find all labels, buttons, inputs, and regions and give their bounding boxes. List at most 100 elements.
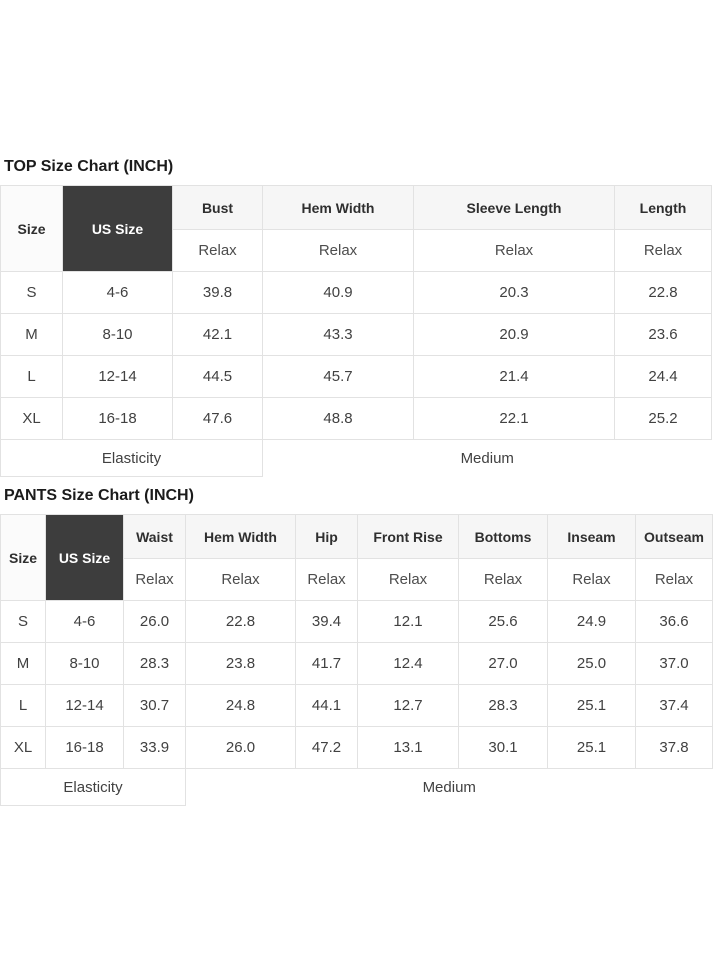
table-row: M 8-10 42.1 43.3 20.9 23.6 xyxy=(0,313,712,356)
value-cell: 43.3 xyxy=(262,313,414,356)
value-cell: 22.8 xyxy=(185,600,296,643)
value-cell: 22.8 xyxy=(614,271,712,314)
value-cell: 27.0 xyxy=(458,642,548,685)
top-header-row: Size US Size Bust Hem Width Sleeve Lengt… xyxy=(0,185,712,272)
elasticity-value-cell: Medium xyxy=(262,439,712,477)
table-row: S 4-6 39.8 40.9 20.3 22.8 xyxy=(0,271,712,314)
top-column-header-hem-width: Hem Width xyxy=(262,185,414,230)
top-column-header-size: Size xyxy=(0,185,63,272)
value-cell: 12.1 xyxy=(357,600,459,643)
top-column-header-length: Length xyxy=(614,185,712,230)
value-cell: 25.1 xyxy=(547,684,636,727)
value-cell: 48.8 xyxy=(262,397,414,440)
value-cell: 25.1 xyxy=(547,726,636,769)
pants-header-row: Size US Size Waist Hem Width Hip Front R… xyxy=(0,514,713,601)
table-row: XL 16-18 47.6 48.8 22.1 25.2 xyxy=(0,397,712,440)
us-size-cell: 16-18 xyxy=(45,726,124,769)
us-size-cell: 12-14 xyxy=(45,684,124,727)
fit-cell: Relax xyxy=(547,558,636,601)
fit-cell: Relax xyxy=(262,229,414,272)
elasticity-label-cell: Elasticity xyxy=(0,439,263,477)
value-cell: 28.3 xyxy=(123,642,186,685)
pants-column-header-size: Size xyxy=(0,514,46,601)
top-chart-title: TOP Size Chart (INCH) xyxy=(4,158,174,175)
size-cell: XL xyxy=(0,397,63,440)
value-cell: 20.3 xyxy=(413,271,615,314)
pants-column-header-waist: Waist xyxy=(123,514,186,559)
pants-column-header-outseam: Outseam xyxy=(635,514,713,559)
us-size-cell: 12-14 xyxy=(62,355,173,398)
table-row: L 12-14 44.5 45.7 21.4 24.4 xyxy=(0,355,712,398)
top-size-table: Size US Size Bust Hem Width Sleeve Lengt… xyxy=(0,185,712,477)
value-cell: 47.6 xyxy=(172,397,263,440)
value-cell: 37.0 xyxy=(635,642,713,685)
pants-column-header-inseam: Inseam xyxy=(547,514,636,559)
value-cell: 23.6 xyxy=(614,313,712,356)
value-cell: 25.2 xyxy=(614,397,712,440)
top-fit-row: Relax Relax Relax Relax xyxy=(1,229,712,272)
pants-size-table: Size US Size Waist Hem Width Hip Front R… xyxy=(0,514,713,806)
value-cell: 23.8 xyxy=(185,642,296,685)
table-row: M 8-10 28.3 23.8 41.7 12.4 27.0 25.0 37.… xyxy=(0,642,713,685)
pants-column-header-us-size: US Size xyxy=(45,514,124,601)
value-cell: 26.0 xyxy=(185,726,296,769)
value-cell: 25.0 xyxy=(547,642,636,685)
value-cell: 47.2 xyxy=(295,726,358,769)
size-cell: L xyxy=(0,684,46,727)
value-cell: 22.1 xyxy=(413,397,615,440)
value-cell: 24.9 xyxy=(547,600,636,643)
value-cell: 39.8 xyxy=(172,271,263,314)
value-cell: 24.8 xyxy=(185,684,296,727)
top-column-header-bust: Bust xyxy=(172,185,263,230)
fit-cell: Relax xyxy=(635,558,713,601)
us-size-cell: 4-6 xyxy=(45,600,124,643)
size-cell: S xyxy=(0,271,63,314)
fit-cell: Relax xyxy=(185,558,296,601)
size-chart-page: TOP Size Chart (INCH) Size US Size Bust … xyxy=(0,158,713,806)
value-cell: 30.1 xyxy=(458,726,548,769)
value-cell: 42.1 xyxy=(172,313,263,356)
value-cell: 37.8 xyxy=(635,726,713,769)
us-size-cell: 8-10 xyxy=(62,313,173,356)
elasticity-value-cell: Medium xyxy=(185,768,713,806)
us-size-cell: 8-10 xyxy=(45,642,124,685)
fit-cell: Relax xyxy=(172,229,263,272)
top-column-header-us-size: US Size xyxy=(62,185,173,272)
fit-cell: Relax xyxy=(413,229,615,272)
value-cell: 44.5 xyxy=(172,355,263,398)
table-row: XL 16-18 33.9 26.0 47.2 13.1 30.1 25.1 3… xyxy=(0,726,713,769)
fit-cell: Relax xyxy=(458,558,548,601)
table-row: S 4-6 26.0 22.8 39.4 12.1 25.6 24.9 36.6 xyxy=(0,600,713,643)
value-cell: 24.4 xyxy=(614,355,712,398)
value-cell: 36.6 xyxy=(635,600,713,643)
us-size-cell: 16-18 xyxy=(62,397,173,440)
value-cell: 12.7 xyxy=(357,684,459,727)
value-cell: 13.1 xyxy=(357,726,459,769)
value-cell: 44.1 xyxy=(295,684,358,727)
pants-column-header-hem-width: Hem Width xyxy=(185,514,296,559)
value-cell: 26.0 xyxy=(123,600,186,643)
value-cell: 33.9 xyxy=(123,726,186,769)
value-cell: 30.7 xyxy=(123,684,186,727)
elasticity-label-cell: Elasticity xyxy=(0,768,186,806)
value-cell: 28.3 xyxy=(458,684,548,727)
size-cell: M xyxy=(0,642,46,685)
pants-column-header-front-rise: Front Rise xyxy=(357,514,459,559)
pants-column-header-hip: Hip xyxy=(295,514,358,559)
value-cell: 20.9 xyxy=(413,313,615,356)
size-cell: XL xyxy=(0,726,46,769)
pants-fit-row: Relax Relax Relax Relax Relax Relax Rela… xyxy=(1,558,713,601)
fit-cell: Relax xyxy=(123,558,186,601)
table-row: L 12-14 30.7 24.8 44.1 12.7 28.3 25.1 37… xyxy=(0,684,713,727)
value-cell: 41.7 xyxy=(295,642,358,685)
size-cell: M xyxy=(0,313,63,356)
value-cell: 39.4 xyxy=(295,600,358,643)
fit-cell: Relax xyxy=(295,558,358,601)
elasticity-row: Elasticity Medium xyxy=(0,439,712,477)
pants-column-header-bottoms: Bottoms xyxy=(458,514,548,559)
top-column-header-sleeve-length: Sleeve Length xyxy=(413,185,615,230)
pants-chart-title: PANTS Size Chart (INCH) xyxy=(4,487,194,504)
value-cell: 25.6 xyxy=(458,600,548,643)
value-cell: 40.9 xyxy=(262,271,414,314)
fit-cell: Relax xyxy=(357,558,459,601)
